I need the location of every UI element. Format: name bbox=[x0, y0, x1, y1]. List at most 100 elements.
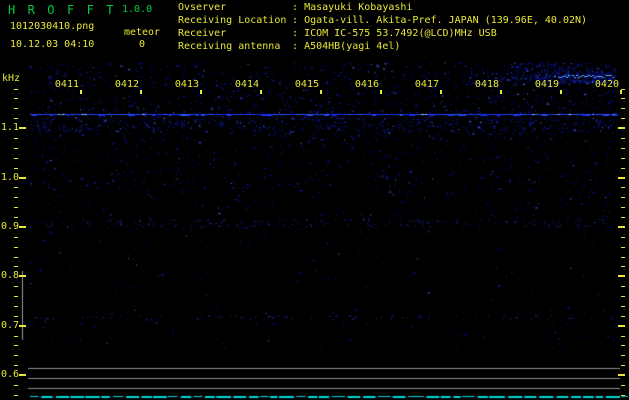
time-tick-mark bbox=[380, 90, 382, 94]
mode-label: meteor bbox=[123, 27, 161, 38]
freq-minor-tick-right bbox=[621, 236, 625, 238]
info-separator: : bbox=[292, 28, 299, 39]
time-tick-label: 0418 bbox=[474, 79, 499, 90]
freq-minor-tick-right bbox=[621, 256, 625, 258]
output-filename: 1012030410.png bbox=[10, 21, 95, 32]
station-info-row: Receiver: ICOM IC-575 53.7492(@LCD)MHz U… bbox=[178, 28, 587, 41]
freq-minor-tick-left bbox=[14, 305, 18, 307]
freq-minor-tick-right bbox=[621, 147, 625, 149]
time-tick-label: 0419 bbox=[534, 79, 559, 90]
freq-tick-label: 0.7 bbox=[1, 319, 20, 331]
info-label: Receiving antenna bbox=[178, 41, 281, 52]
info-value: Masayuki Kobayashi bbox=[304, 2, 413, 13]
time-tick-label: 0414 bbox=[234, 79, 259, 90]
info-label: Receiving Location bbox=[178, 15, 287, 26]
time-tick-mark bbox=[140, 90, 142, 94]
freq-minor-tick-right bbox=[621, 345, 625, 347]
time-tick-mark bbox=[500, 90, 502, 94]
station-info-row: Receiving antenna: A504HB(yagi 4el) bbox=[178, 41, 587, 54]
freq-axis-unit-label: kHz bbox=[2, 73, 21, 84]
freq-minor-tick-left bbox=[14, 286, 18, 288]
freq-major-tick-right bbox=[618, 324, 625, 327]
station-info-block: Ovserver: Masayuki Kobayashi Receiving Lo… bbox=[178, 2, 587, 54]
freq-minor-tick-right bbox=[621, 246, 625, 248]
freq-minor-tick-left bbox=[14, 394, 18, 396]
freq-major-tick-right bbox=[618, 275, 625, 278]
freq-minor-tick-right bbox=[621, 335, 625, 337]
time-tick-label: 0420 bbox=[594, 79, 619, 90]
info-value: A504HB(yagi 4el) bbox=[304, 41, 401, 52]
freq-major-tick-right bbox=[618, 374, 625, 377]
time-tick-mark bbox=[200, 90, 202, 94]
time-tick-mark bbox=[260, 90, 262, 94]
freq-minor-tick-left bbox=[14, 167, 18, 169]
freq-minor-tick-left bbox=[14, 236, 18, 238]
freq-tick-label: 0.6 bbox=[1, 369, 20, 381]
freq-minor-tick-right bbox=[621, 315, 625, 317]
freq-major-tick-right bbox=[618, 176, 625, 179]
station-info-row: Ovserver: Masayuki Kobayashi bbox=[178, 2, 587, 15]
freq-tick-label: 0.9 bbox=[1, 220, 20, 232]
freq-major-tick-right bbox=[618, 225, 625, 228]
freq-minor-tick-right bbox=[621, 118, 625, 120]
freq-minor-tick-left bbox=[14, 266, 18, 268]
info-label: Receiver bbox=[178, 28, 227, 39]
freq-minor-tick-right bbox=[621, 365, 625, 367]
time-tick-mark bbox=[80, 90, 82, 94]
freq-minor-tick-left bbox=[14, 147, 18, 149]
time-tick-label: 0412 bbox=[114, 79, 139, 90]
freq-tick-label: 1.1 bbox=[1, 122, 20, 134]
freq-minor-tick-right bbox=[621, 286, 625, 288]
freq-minor-tick-left bbox=[14, 246, 18, 248]
time-tick-mark bbox=[620, 90, 622, 94]
freq-minor-tick-right bbox=[621, 384, 625, 386]
station-info-row: Receiving Location: Ogata-vill. Akita-Pr… bbox=[178, 15, 587, 28]
freq-minor-tick-left bbox=[14, 98, 18, 100]
freq-major-tick-right bbox=[618, 127, 625, 130]
freq-minor-tick-right bbox=[621, 197, 625, 199]
freq-minor-tick-left bbox=[14, 187, 18, 189]
freq-minor-tick-left bbox=[14, 118, 18, 120]
freq-minor-tick-right bbox=[621, 217, 625, 219]
freq-major-tick-left bbox=[19, 176, 26, 179]
freq-minor-tick-right bbox=[621, 394, 625, 396]
freq-major-tick-left bbox=[19, 275, 26, 278]
time-tick-label: 0415 bbox=[294, 79, 319, 90]
freq-minor-tick-right bbox=[621, 266, 625, 268]
freq-minor-tick-right bbox=[621, 157, 625, 159]
freq-minor-tick-left bbox=[14, 207, 18, 209]
freq-minor-tick-left bbox=[14, 256, 18, 258]
freq-major-tick-left bbox=[19, 225, 26, 228]
freq-minor-tick-left bbox=[14, 197, 18, 199]
info-separator: : bbox=[292, 2, 299, 13]
freq-tick-label: 0.8 bbox=[1, 270, 20, 282]
info-value: Ogata-vill. Akita-Pref. JAPAN (139.96E, … bbox=[304, 15, 588, 26]
freq-minor-tick-left bbox=[14, 157, 18, 159]
freq-minor-tick-right bbox=[621, 187, 625, 189]
app-title: H R O F F T bbox=[8, 3, 117, 17]
freq-minor-tick-right bbox=[621, 355, 625, 357]
meteor-count-value: 0 bbox=[138, 39, 146, 50]
freq-minor-tick-right bbox=[621, 137, 625, 139]
freq-minor-tick-left bbox=[14, 108, 18, 110]
time-tick-label: 0416 bbox=[354, 79, 379, 90]
app-version: 1.0.0 bbox=[122, 4, 153, 15]
freq-minor-tick-left bbox=[14, 88, 18, 90]
observation-datetime: 10.12.03 04:10 bbox=[10, 39, 95, 50]
freq-minor-tick-left bbox=[14, 335, 18, 337]
freq-tick-label: 1.0 bbox=[1, 171, 20, 183]
info-value: ICOM IC-575 53.7492(@LCD)MHz USB bbox=[304, 28, 497, 39]
time-tick-label: 0413 bbox=[174, 79, 199, 90]
time-tick-mark bbox=[440, 90, 442, 94]
freq-minor-tick-left bbox=[14, 345, 18, 347]
freq-minor-tick-left bbox=[14, 296, 18, 298]
freq-minor-tick-right bbox=[621, 98, 625, 100]
freq-minor-tick-left bbox=[14, 355, 18, 357]
freq-minor-tick-right bbox=[621, 207, 625, 209]
info-label: Ovserver bbox=[178, 2, 227, 13]
time-tick-label: 0417 bbox=[414, 79, 439, 90]
freq-major-tick-left bbox=[19, 127, 26, 130]
freq-minor-tick-left bbox=[14, 217, 18, 219]
